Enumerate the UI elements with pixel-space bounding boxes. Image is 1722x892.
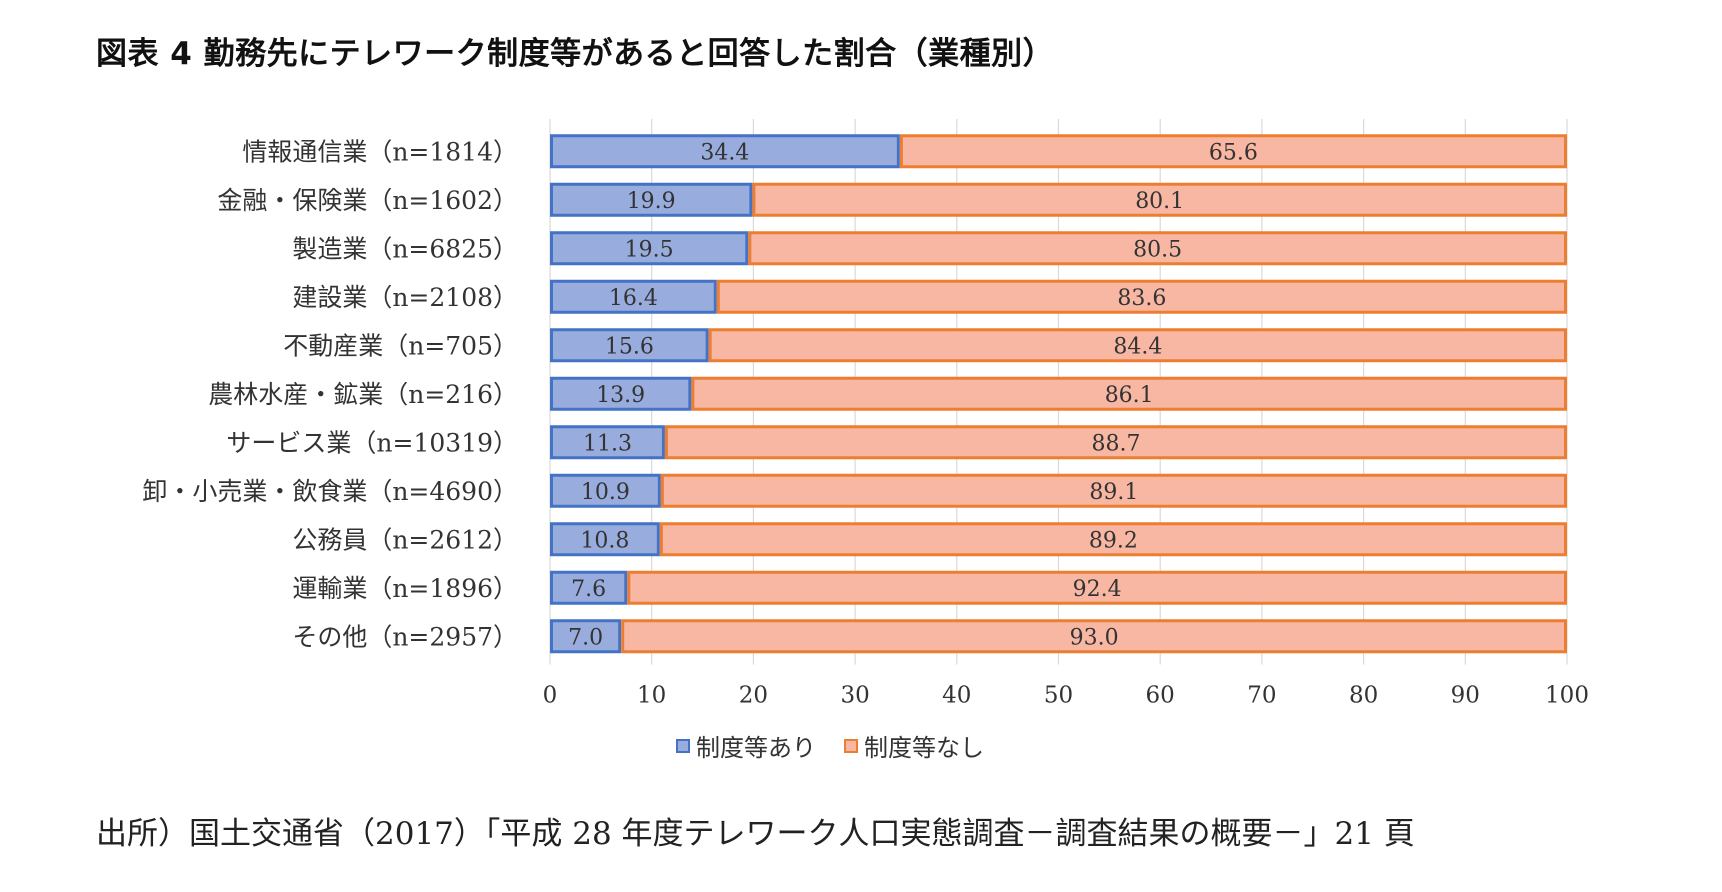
bar-segment-series-2 [899,134,1567,169]
bar-segment-series-1 [550,376,692,411]
category-label: 不動産業（n=705） [283,331,518,360]
bar-segment-series-1 [550,619,622,654]
bar-segment-series-2 [748,231,1567,266]
category-label: 情報通信業（n=1814） [242,137,518,166]
data-label-series-1: 10.8 [580,528,629,553]
bar-layer [550,134,1567,654]
bar-segment-series-2 [621,619,1567,654]
category-label: 製造業（n=6825） [292,234,518,263]
category-label: 運輸業（n=1896） [292,574,518,603]
x-tick-label: 100 [1545,683,1589,709]
category-label: 金融・保険業（n=1602） [217,186,518,215]
legend-item-series-1: 制度等あり [676,728,816,763]
bar-segment-series-1 [550,134,900,169]
label-layer: 0 10 20 30 40 50 60 70 80 90 100 34.4 65.6 情報通信業（n=18… [142,137,1589,708]
bar-segment-series-2 [691,376,1567,411]
data-label-series-1: 34.4 [700,140,749,165]
data-label-series-1: 19.5 [625,237,674,262]
data-label-series-1: 7.0 [568,625,603,650]
data-label-series-1: 13.9 [596,383,645,408]
data-label-series-2: 80.1 [1135,189,1184,214]
data-label-series-2: 83.6 [1117,286,1166,311]
bar-segment-series-1 [550,182,753,217]
category-label: 農林水産・鉱業（n=216） [208,380,518,409]
data-label-series-2: 89.1 [1089,480,1138,505]
legend-item-series-2: 制度等なし [844,728,984,763]
x-tick-label: 0 [543,683,558,709]
bar-segment-series-1 [550,231,749,266]
legend-label-series-2: 制度等なし [864,734,984,762]
x-tick-label: 10 [637,683,666,709]
category-label: 公務員（n=2612） [292,525,518,554]
data-label-series-1: 15.6 [605,334,654,359]
x-tick-label: 80 [1349,683,1378,709]
x-tick-label: 40 [942,683,971,709]
legend-swatch-series-2 [844,738,858,753]
bar-segment-series-1 [550,473,661,508]
bar-segment-series-2 [716,279,1567,314]
data-label-series-2: 84.4 [1113,334,1162,359]
bar-segment-series-2 [659,522,1567,557]
data-label-series-1: 19.9 [627,189,676,214]
data-label-series-2: 89.2 [1089,528,1138,553]
chart-title: 図表 4 勤務先にテレワーク制度等があると回答した割合（業種別） [96,36,1055,72]
data-label-series-2: 86.1 [1105,383,1154,408]
data-label-series-1: 16.4 [609,286,658,311]
data-label-series-2: 88.7 [1091,431,1140,456]
data-label-series-2: 93.0 [1070,625,1119,650]
bar-segment-series-1 [550,279,717,314]
category-label: 建設業（n=2108） [292,283,518,312]
legend-label-series-1: 制度等あり [696,734,816,762]
category-label: サービス業（n=10319） [226,428,518,457]
bar-segment-series-2 [752,182,1567,217]
legend-swatch-series-1 [676,738,690,753]
x-tick-label: 70 [1247,683,1276,709]
bar-segment-series-2 [664,425,1567,460]
bar-segment-series-2 [627,570,1567,605]
x-tick-label: 60 [1146,683,1175,709]
bar-segment-series-1 [550,522,660,557]
x-tick-label: 30 [840,683,869,709]
bar-segment-series-1 [550,570,628,605]
data-label-series-2: 80.5 [1133,237,1182,262]
category-label: 卸・小売業・飲食業（n=4690） [142,477,518,506]
bar-segment-series-2 [660,473,1567,508]
source-note: 出所）国土交通省（2017）「平成 28 年度テレワーク人口実態調査－調査結果の… [96,816,1415,852]
data-label-series-2: 65.6 [1209,140,1258,165]
category-label: その他（n=2957） [292,622,518,651]
data-label-series-2: 92.4 [1073,577,1122,602]
bar-segment-series-2 [708,328,1567,363]
x-tick-label: 90 [1451,683,1480,709]
legend: 制度等あり 制度等なし [676,728,984,763]
bar-segment-series-1 [550,425,665,460]
data-label-series-1: 10.9 [581,480,630,505]
data-label-series-1: 11.3 [583,431,632,456]
x-tick-label: 20 [739,683,768,709]
bar-segment-series-1 [550,328,709,363]
data-label-series-1: 7.6 [571,577,606,602]
x-tick-label: 50 [1044,683,1073,709]
